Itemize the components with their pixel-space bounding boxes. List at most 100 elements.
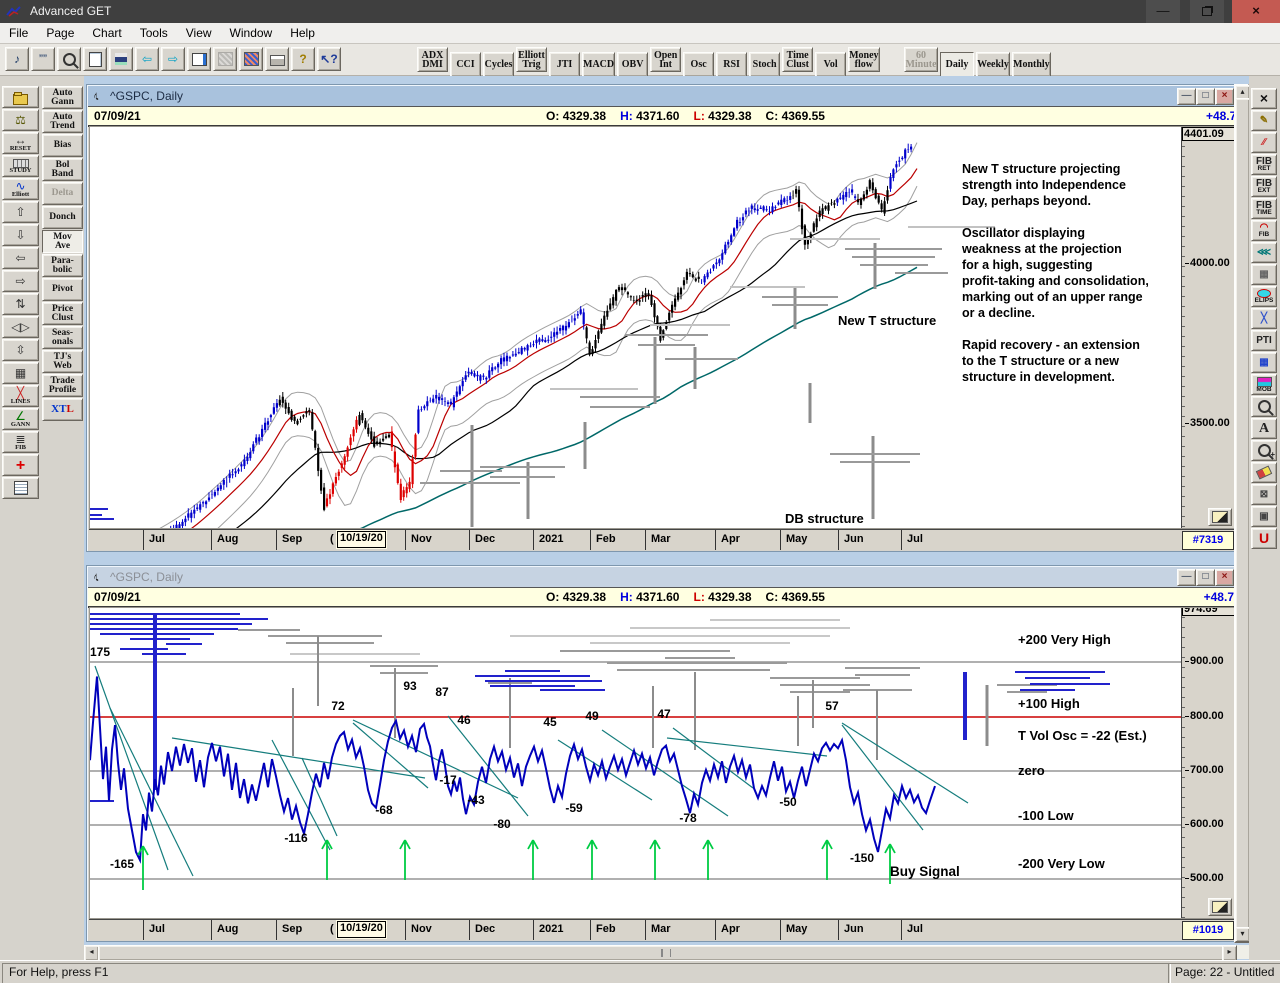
horizontal-scrollbar-thumb[interactable] [98,945,1224,961]
scroll-down-button[interactable]: ⇩ [2,224,39,246]
study-button[interactable]: STUDY [2,155,39,177]
fib-extension-button[interactable]: FIB EXT [1251,176,1277,197]
fib-circle-button[interactable]: ◠ FIB [1251,220,1277,241]
study-cycles[interactable]: Cycles [483,51,514,77]
pti-button[interactable]: PTI [1251,330,1277,351]
magnet-button[interactable]: U [1251,528,1277,549]
chart1-close-button[interactable]: × [1215,88,1234,105]
menu-chart[interactable]: Chart [92,26,122,40]
chart2-plot[interactable]: 175 72 93 87 46 -17 -43 -68 -80 -116 -165 45 -59 49 47… [90,608,1183,918]
scroll-left-button[interactable]: ⇦ [2,247,39,269]
next-page-button[interactable]: ⇨ [161,47,185,71]
tool-bias[interactable]: Bias [42,134,83,157]
tool-xtl[interactable]: XTL [42,398,83,421]
save-page-button[interactable] [109,47,133,71]
period-monthly[interactable]: Monthly [1012,51,1051,77]
chart1-plot[interactable]: New T structure DB structure New T structu… [90,127,1182,528]
chart2-xaxis[interactable]: #1019 Jul Aug Sep Nov Dec 2021 Feb Mar Apr May Jun… [89,919,1235,940]
menu-window[interactable]: Window [229,26,273,40]
pencil-button[interactable]: ✎ [1251,110,1277,131]
fib-button[interactable]: ≣ FIB [2,431,39,453]
study-macd[interactable]: MACD [582,51,616,77]
chart1-properties-button[interactable] [1208,508,1232,526]
study-money-flow[interactable]: Money flow [848,47,880,72]
page-setup-button[interactable] [187,47,211,71]
chart2-minimize-button[interactable]: — [1177,569,1196,586]
study-osc[interactable]: Osc [683,51,715,77]
open-chart-button[interactable] [2,86,39,108]
tool-auto-trend[interactable]: Auto Trend [42,110,83,133]
help-button[interactable]: ? [291,47,315,71]
expand-bars-button[interactable]: ◁▷ [2,316,39,338]
prev-page-button[interactable]: ⇦ [135,47,159,71]
tool-tj-s-web[interactable]: TJ's Web [42,350,83,373]
fib-time-button[interactable]: FIB TIME [1251,198,1277,219]
tool-pivot[interactable]: Pivot [42,278,83,301]
chart2-close-button[interactable]: × [1215,569,1234,586]
tool-mov-ave[interactable]: Mov Ave [42,230,83,253]
properties-button[interactable] [2,477,39,499]
regression-lines-button[interactable]: ╳ [1251,308,1277,329]
copy-notes-button[interactable]: ▣ [1251,506,1277,527]
study-vol[interactable]: Vol [815,51,847,77]
vertical-scrollbar[interactable]: ▴ ▾ [1234,84,1250,943]
chart1-titlebar[interactable]: ♪ ^GSPC, Daily — □ × [88,86,1236,106]
chart1-yaxis[interactable]: 4401.09 4000.00 3500.00 [1181,127,1234,528]
pin-chart-button[interactable]: ♪ [5,47,29,71]
close-button[interactable]: × [1232,0,1280,23]
andrews-pitchfork-button[interactable]: ⋘ [1251,242,1277,263]
compress-bars-button[interactable]: ⇅ [2,293,39,315]
grid-button[interactable]: ▦ [2,362,39,384]
period-daily[interactable]: Daily [940,51,974,77]
scroll-right-button[interactable]: ⇨ [2,270,39,292]
scroll-down-icon[interactable]: ▾ [1235,927,1250,942]
tool-donch[interactable]: Donch [42,206,83,229]
study-obv[interactable]: OBV [617,51,649,77]
menu-page[interactable]: Page [46,26,75,40]
horizontal-scrollbar[interactable]: ◂ ▸ [84,945,1250,961]
vertical-scrollbar-thumb[interactable] [1235,98,1250,929]
delete-tool-button[interactable]: × [1251,88,1277,109]
restore-button[interactable] [1190,0,1224,23]
scroll-up-button[interactable]: ⇧ [2,201,39,223]
grid-tool-button[interactable]: ▦ [1251,264,1277,285]
study-adx-dmi[interactable]: ADX DMI [417,47,448,72]
elliott-button[interactable]: ∿ Elliott [2,178,39,200]
chart1-minimize-button[interactable]: — [1177,88,1196,105]
ellipse-tool-button[interactable]: ELIPS [1251,286,1277,307]
chart1-maximize-button[interactable]: □ [1196,88,1215,105]
search-button[interactable] [57,47,81,71]
study-time-clust[interactable]: Time Clust [782,47,814,72]
chart2-properties-button[interactable] [1208,898,1232,916]
tool-bol-band[interactable]: Bol Band [42,158,83,181]
fib-retracement-button[interactable]: FIB RET [1251,154,1277,175]
scan-button[interactable] [1251,396,1277,417]
quote-page-button[interactable]: ”” [31,47,55,71]
study-rsi[interactable]: RSI [716,51,748,77]
menu-tools[interactable]: Tools [139,26,168,40]
chart2-titlebar[interactable]: ♪ ^GSPC, Daily — □ × [88,567,1236,587]
expand-window-button[interactable]: ⊠ [1251,484,1277,505]
gann-button[interactable]: ∠ GANN [2,408,39,430]
menu-view[interactable]: View [185,26,212,40]
study-cci[interactable]: CCI [450,51,481,77]
chart2-yaxis[interactable]: 974.69 900.00 800.00 700.00 600.00 500.00 [1181,608,1234,918]
scroll-right-icon[interactable]: ▸ [1222,945,1237,961]
zoom-in-button[interactable]: + [1251,440,1277,461]
crosshair-button[interactable]: + [2,454,39,476]
lines-button[interactable]: ╳ LINES [2,385,39,407]
period-weekly[interactable]: Weekly [976,51,1010,77]
study-stoch[interactable]: Stoch [749,51,781,77]
squeeze-bars-button[interactable]: ⇳ [2,339,39,361]
scales-button[interactable]: ⚖ [2,109,39,131]
chart1-xaxis[interactable]: #7319 Jul Aug Sep Nov Dec 2021 Feb Mar Apr May Jun… [89,529,1235,550]
print-button[interactable] [265,47,289,71]
menu-file[interactable]: File [9,26,29,40]
eraser-button[interactable] [1251,462,1277,483]
insert-page-button[interactable] [239,47,263,71]
minimize-button[interactable]: — [1146,0,1180,23]
tool-price-clust[interactable]: Price Clust [42,302,83,325]
study-jti[interactable]: JTI [549,51,580,77]
tool-trade-profile[interactable]: Trade Profile [42,374,83,397]
mob-button[interactable]: MOB [1251,374,1277,395]
